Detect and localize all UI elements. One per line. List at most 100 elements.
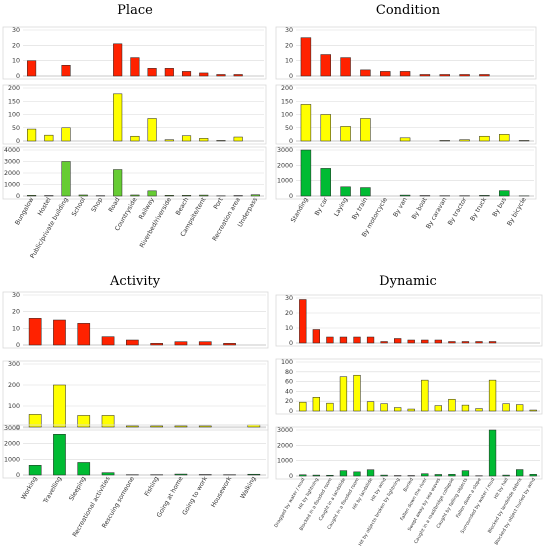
bar-bungalow <box>27 195 37 197</box>
x-tick-label: Bungalow <box>14 197 35 227</box>
bar-blocked-by-landslide-debris <box>516 469 524 477</box>
bar-hit-by-wind <box>380 341 388 344</box>
y-tick-label: 50 <box>285 125 293 132</box>
bar-riverbed-riverside <box>164 139 174 142</box>
bar-recreational-activities <box>101 472 115 476</box>
bar-buried <box>407 408 415 412</box>
bar-by-train <box>360 187 371 197</box>
chart-1: Condition0102030050100150200010002000300… <box>275 3 537 238</box>
bar-blocked-by-object-hurled-by-wind <box>529 474 537 477</box>
x-tick-label: Housework <box>210 475 233 509</box>
y-tick-label: 0 <box>289 473 293 480</box>
bar-standing <box>300 149 312 197</box>
bar-recreational-activities <box>101 415 115 428</box>
panel-2: 0 20 40 60 80 100 <box>275 358 543 415</box>
x-tick-label: By van <box>392 196 409 218</box>
bar-road <box>113 43 123 77</box>
y-tick-label: 80 <box>285 369 293 376</box>
chart-title: Place <box>117 3 153 18</box>
bar-public-private-building <box>61 65 71 77</box>
panel-2: 0 50 100 150 200 <box>275 84 537 145</box>
bar-by-tractor <box>459 139 470 142</box>
y-tick-label: 2000 <box>4 170 20 177</box>
x-tick-label: By truck <box>469 196 488 222</box>
y-tick-label: 0 <box>289 193 293 200</box>
bar-by-car <box>320 54 331 77</box>
bar-hit-by-lightning <box>312 397 320 412</box>
x-tick-label: Travelling <box>42 475 63 505</box>
x-tick-label: Fishing <box>144 475 161 497</box>
x-tick-label: Standing <box>290 196 310 223</box>
x-tick-label: Fallen down a slope <box>455 477 483 519</box>
y-tick-label: 30 <box>285 27 293 34</box>
bar-by-bus <box>499 134 510 142</box>
bar-beach <box>181 195 192 197</box>
panel-frame <box>2 424 269 479</box>
bar-hit-by-objects-broken-by-lightning <box>394 338 402 344</box>
y-tick-label: 200 <box>281 85 293 92</box>
bar-going-at-home <box>174 473 188 476</box>
bar-hostel <box>44 134 54 142</box>
x-tick-label: By boat <box>411 196 429 221</box>
chart-3: Dynamic01020300204060801000100020003000D… <box>273 274 543 547</box>
panel-1: 0 10 20 30 <box>2 291 269 349</box>
panel-3: 0 1000 2000 3000 <box>2 424 269 479</box>
y-tick-label: 50 <box>12 125 20 132</box>
bar-hit-by-lightning <box>312 329 320 344</box>
panel-1: 0 10 20 30 <box>275 26 537 80</box>
y-tick-label: 10 <box>12 325 20 332</box>
chart-2: Activity010203001002003000100020003000Wo… <box>2 274 269 538</box>
bar-going-to-work <box>198 425 212 428</box>
bar-fallen-down-the-river <box>421 473 429 477</box>
x-tick-label: Working <box>20 475 39 500</box>
bar-by-bus <box>499 190 510 197</box>
x-tick-label: By bus <box>491 197 508 219</box>
bar-working <box>28 414 42 428</box>
x-tick-label: Going at home <box>156 475 185 518</box>
bar-by-van <box>399 71 411 77</box>
x-tick-label: Laying <box>333 196 349 217</box>
y-tick-label: 100 <box>281 359 293 366</box>
bar-fallen-down-the-river <box>421 339 429 344</box>
x-tick-label: Railway <box>138 196 156 220</box>
y-tick-label: 0 <box>289 408 293 415</box>
bar-hit-by-wind <box>380 403 388 412</box>
panel-frame <box>2 360 269 431</box>
chart-0: Place01020300501001502000100020003000400… <box>2 3 267 260</box>
panel-3: 0 1000 2000 3000 <box>275 146 537 200</box>
bar-by-van <box>399 194 411 197</box>
bar-surrounded-by-water-mud <box>488 341 497 344</box>
bar-housework <box>223 343 236 346</box>
bar-railway <box>147 190 157 197</box>
y-tick-label: 3000 <box>277 147 293 154</box>
y-tick-label: 2000 <box>4 441 20 448</box>
y-tick-label: 0 <box>16 73 20 80</box>
bar-hit-by-wind <box>380 474 388 477</box>
bar-recreation-area <box>233 74 243 77</box>
y-tick-label: 0 <box>16 342 20 349</box>
bar-underpass <box>250 194 260 197</box>
x-tick-label: By bicycle <box>506 196 528 227</box>
bar-railway <box>147 118 157 142</box>
bar-by-truck <box>479 135 490 142</box>
bar-fallen-down-a-slope <box>475 408 483 412</box>
bar-travelling <box>53 319 66 346</box>
bar-going-to-work <box>198 341 212 346</box>
y-tick-label: 1000 <box>4 182 20 189</box>
y-tick-label: 20 <box>12 309 20 316</box>
panel-frame <box>2 146 267 200</box>
bar-fishing <box>150 425 163 428</box>
panel-frame <box>2 291 269 349</box>
bar-fallen-down-the-river <box>421 379 429 412</box>
panel-frame <box>275 426 543 480</box>
bar-port <box>216 140 226 142</box>
bar-by-van <box>399 137 411 142</box>
bar-by-car <box>320 168 331 197</box>
bar-travelling <box>53 384 66 428</box>
bar-swept-away-by-sea-waves <box>434 339 442 344</box>
bar-road <box>113 93 123 142</box>
bar-caught-in-a-road-bridge-collapse <box>448 474 456 477</box>
bar-by-train <box>360 69 371 77</box>
bar-countryside <box>130 57 140 77</box>
y-tick-label: 2000 <box>277 442 293 449</box>
